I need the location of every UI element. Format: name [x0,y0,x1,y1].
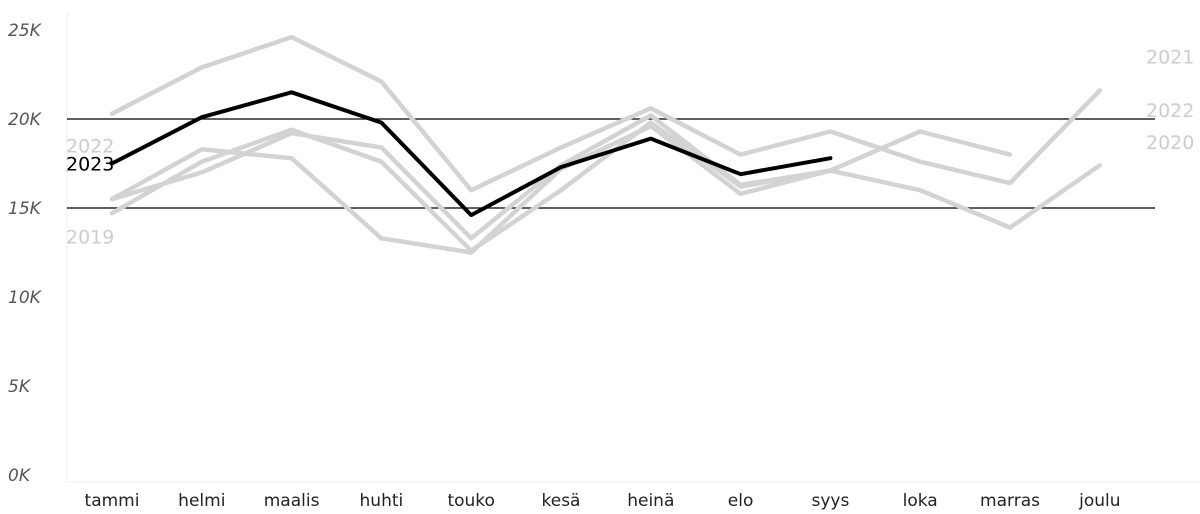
series-line-2023 [110,90,833,218]
series-line-2022 [112,115,1100,238]
x-tick-label: tammi [85,491,140,511]
x-tick-label: helmi [178,491,225,511]
background-series [109,34,1103,255]
y-tick-label: 5K [8,377,32,397]
x-tick-label: marras [980,491,1040,511]
x-tick-label: syys [811,491,849,511]
y-tick-label: 20K [8,110,43,130]
y-axis-ticks: 0K 5K 10K 15K 20K 25K [8,21,43,486]
y-tick-label: 15K [8,199,43,219]
x-tick-label: huhti [360,491,404,511]
x-tick-label: joulu [1078,491,1120,511]
x-tick-label: kesä [542,491,581,511]
series-line-2019 [109,120,1103,253]
series-label-left-2019: 2019 [66,226,114,248]
reference-lines [67,118,1155,209]
x-tick-label: loka [903,491,938,511]
series-label-left-2023: 2023 [66,154,114,176]
series-label-right-2020: 2020 [1146,132,1194,154]
x-axis-ticks: tammi helmi maalis huhti touko kesä heinä elo sy… [85,491,1121,511]
y-tick-label: 0K [8,466,32,486]
series-line-2021 [109,34,1103,193]
highlight-series [110,90,833,218]
y-tick-label: 10K [8,288,43,308]
x-tick-label: maalis [264,491,320,511]
x-tick-label: touko [447,491,494,511]
x-tick-label: elo [728,491,754,511]
series-label-right-2021: 2021 [1146,47,1194,69]
y-tick-label: 25K [8,21,43,41]
x-tick-label: heinä [627,491,674,511]
series-label-right-2022: 2022 [1146,100,1194,122]
series-label-left-2022: 2022 [66,136,114,158]
